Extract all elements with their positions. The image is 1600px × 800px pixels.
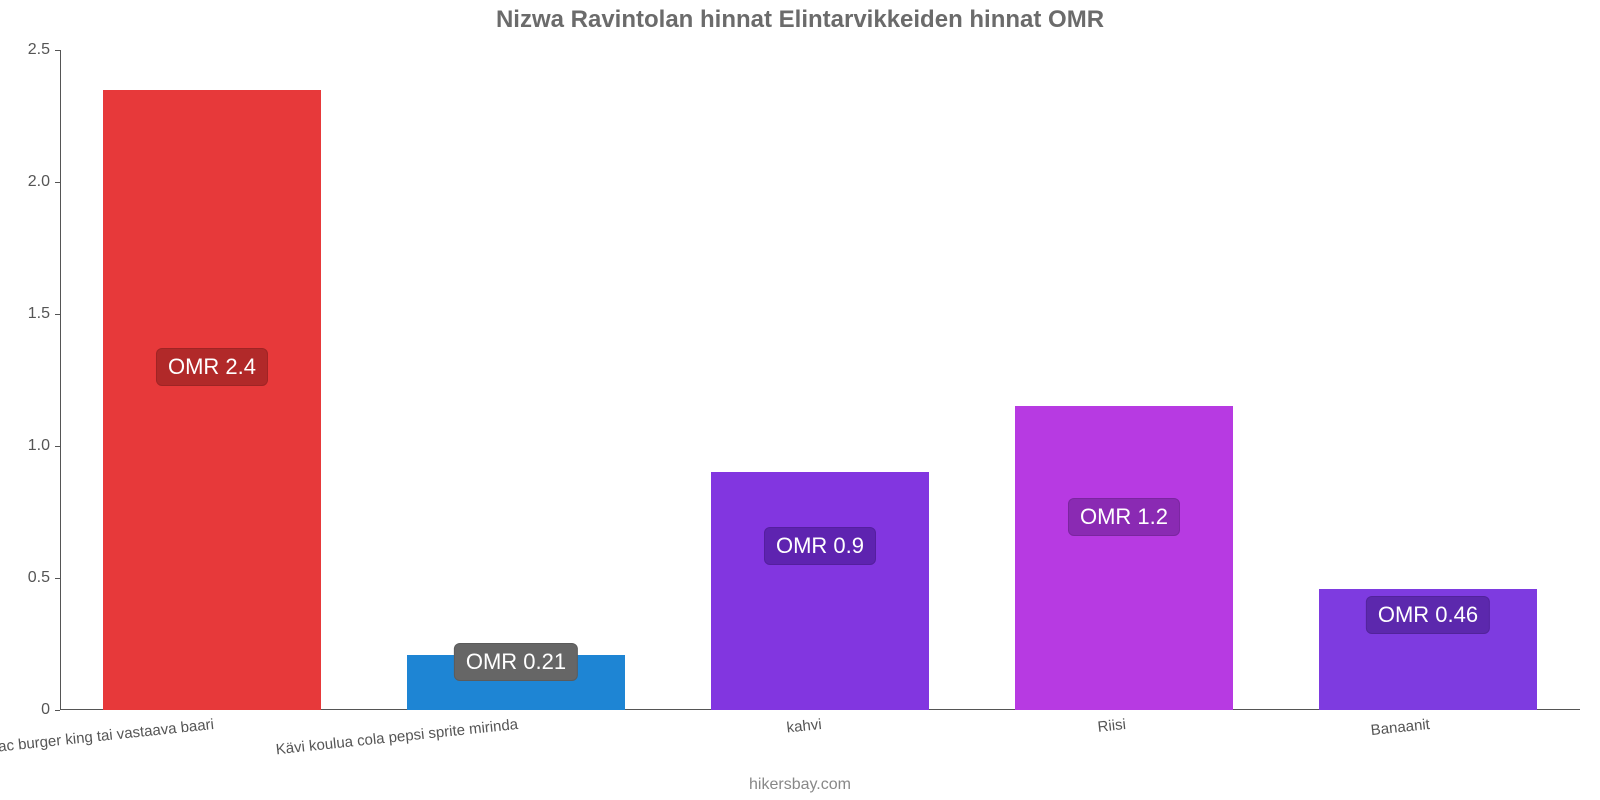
value-badge: OMR 0.21 <box>454 643 578 681</box>
y-tick-label: 1.5 <box>28 305 60 323</box>
x-axis-label: Riisi <box>1096 716 1126 736</box>
attribution-text: hikersbay.com <box>0 776 1600 794</box>
y-axis-line <box>60 50 61 710</box>
value-badge: OMR 0.46 <box>1366 596 1490 634</box>
chart-title: Nizwa Ravintolan hinnat Elintarvikkeiden… <box>0 6 1600 34</box>
x-axis-label: Banaanit <box>1370 716 1431 739</box>
y-tick-label: 1.0 <box>28 437 60 455</box>
y-tick-label: 0 <box>41 701 60 719</box>
bar <box>1015 406 1234 710</box>
y-tick-label: 2.0 <box>28 173 60 191</box>
value-badge: OMR 2.4 <box>156 348 268 386</box>
x-axis-label: Kävi koulua cola pepsi sprite mirinda <box>274 716 518 758</box>
y-tick-label: 0.5 <box>28 569 60 587</box>
value-badge: OMR 1.2 <box>1068 498 1180 536</box>
bar <box>711 472 930 710</box>
plot-area: 00.51.01.52.02.5OMR 2.4mac burger king t… <box>60 50 1580 710</box>
x-axis-label: mac burger king tai vastaava baari <box>0 716 214 757</box>
bar <box>103 90 322 710</box>
x-axis-label: kahvi <box>786 716 823 737</box>
value-badge: OMR 0.9 <box>764 527 876 565</box>
y-tick-label: 2.5 <box>28 41 60 59</box>
price-bar-chart: Nizwa Ravintolan hinnat Elintarvikkeiden… <box>0 0 1600 800</box>
